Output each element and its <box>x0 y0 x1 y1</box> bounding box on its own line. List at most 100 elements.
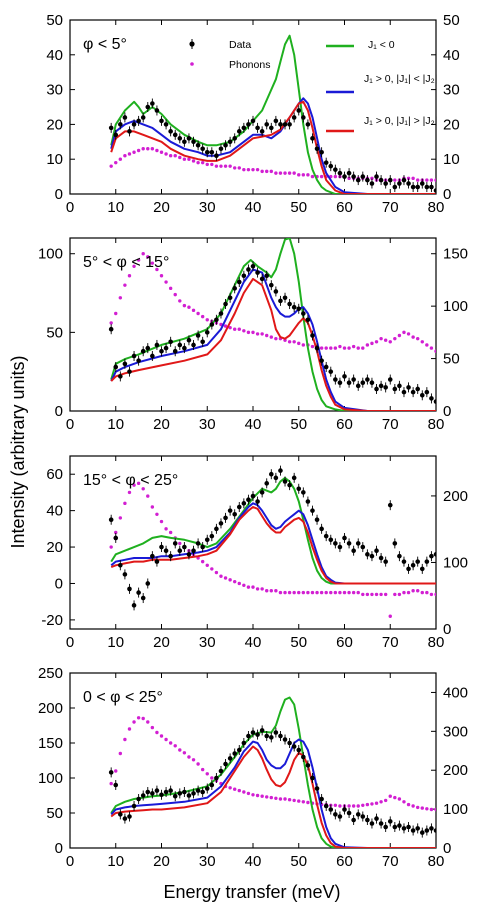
phonon-point <box>146 147 150 151</box>
phonon-point <box>127 152 132 156</box>
phonon-point <box>132 483 136 487</box>
phonon-point <box>329 346 333 350</box>
data-point <box>392 541 398 546</box>
phonon-point <box>141 716 145 721</box>
data-point <box>145 104 151 110</box>
data-point <box>415 826 421 831</box>
data-point <box>246 733 251 739</box>
phonon-point <box>365 802 370 807</box>
data-point <box>127 129 132 134</box>
phonon-point <box>393 795 397 800</box>
data-point <box>236 747 242 753</box>
phonon-point <box>223 576 228 580</box>
y-tick-label-right: 100 <box>443 298 468 315</box>
data-point <box>323 364 329 370</box>
phonon-point <box>406 590 411 595</box>
data-point <box>278 298 283 304</box>
data-point <box>282 295 288 301</box>
x-tick-label: 30 <box>199 199 216 216</box>
phonon-point <box>178 541 182 546</box>
data-point <box>323 533 329 539</box>
plot-area <box>108 465 436 618</box>
data-point <box>209 533 215 539</box>
phonon-point <box>214 570 219 575</box>
data-point <box>113 132 119 138</box>
y-tick-label-left: 100 <box>38 770 63 787</box>
phonon-point <box>233 327 237 331</box>
phonon-point <box>402 800 406 804</box>
data-point <box>346 541 352 546</box>
data-point <box>259 276 265 282</box>
phonon-point <box>370 802 374 806</box>
series-line-red <box>110 506 436 585</box>
data-point <box>122 361 128 367</box>
phonon-point <box>265 589 269 593</box>
data-point <box>108 125 114 131</box>
phonon-point <box>168 530 173 535</box>
data-point <box>378 555 384 561</box>
series-line-blue <box>110 268 436 411</box>
data-point <box>365 552 370 557</box>
data-point <box>218 146 224 152</box>
phonon-point <box>200 767 205 772</box>
data-point <box>214 775 219 781</box>
data-point <box>200 339 205 345</box>
data-point <box>296 108 302 113</box>
phonon-point <box>420 590 424 595</box>
phonon-point <box>310 344 315 349</box>
data-point <box>360 174 366 179</box>
series-line-green <box>110 238 436 411</box>
data-point <box>218 521 224 526</box>
phonon-point <box>434 807 436 812</box>
phonon-point <box>434 349 436 353</box>
x-tick-label: 40 <box>245 634 262 651</box>
plot-area <box>108 696 436 848</box>
phonon-point <box>287 340 292 344</box>
data-point <box>250 493 256 499</box>
data-point <box>305 499 311 504</box>
phonon-point <box>274 336 278 341</box>
data-point <box>264 733 270 739</box>
data-point <box>415 386 421 392</box>
x-tick-label: 80 <box>428 416 445 433</box>
y-tick-label-left: 0 <box>55 840 63 857</box>
phonon-point <box>370 341 374 346</box>
phonon-point <box>416 336 420 341</box>
data-point <box>328 807 334 812</box>
phonon-point <box>406 802 411 807</box>
phonon-point <box>178 748 182 752</box>
data-point <box>424 828 430 833</box>
data-point <box>433 188 436 193</box>
phonon-point <box>242 583 246 587</box>
phonon-point <box>200 160 205 165</box>
series-line-green <box>110 34 436 194</box>
data-point <box>369 380 375 385</box>
data-point <box>182 345 187 351</box>
data-point <box>374 816 379 821</box>
data-point <box>227 139 233 145</box>
data-point <box>255 732 260 737</box>
data-point <box>191 139 196 145</box>
data-point <box>223 761 228 767</box>
phonon-point <box>237 327 241 331</box>
data-point <box>250 118 256 124</box>
phonon-point <box>136 258 141 262</box>
phonon-point <box>420 340 424 344</box>
x-tick-label: 50 <box>290 199 307 216</box>
y-tick-label-right: 0 <box>443 621 451 638</box>
phonon-point <box>246 330 251 335</box>
x-tick-label: 70 <box>382 853 399 870</box>
phonon-point <box>136 148 141 153</box>
data-point <box>118 374 123 379</box>
x-tick-label: 0 <box>66 634 74 651</box>
phonon-point <box>255 587 260 591</box>
phonon-point <box>356 804 360 808</box>
data-point <box>301 754 306 760</box>
data-point <box>246 267 251 272</box>
phonon-point <box>219 574 223 578</box>
phonon-point <box>109 781 113 786</box>
data-point <box>323 160 329 165</box>
phonon-point <box>338 804 342 808</box>
data-point <box>195 333 201 338</box>
phonon-point <box>114 530 118 535</box>
